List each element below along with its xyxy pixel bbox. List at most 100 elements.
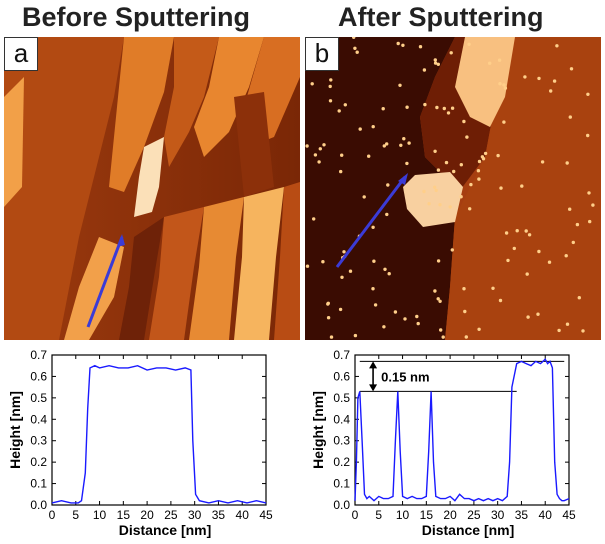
x-tick-label: 0: [352, 508, 359, 522]
adatom-dot: [305, 264, 310, 268]
y-tick-label: 0.5: [333, 391, 350, 405]
adatom-dot: [497, 58, 502, 62]
adatom-dot: [444, 160, 449, 165]
adatom-dot: [502, 83, 506, 87]
adatom-dot: [321, 260, 325, 264]
adatom-dot: [448, 205, 452, 209]
adatom-dot: [498, 82, 502, 86]
adatom-dot: [328, 84, 332, 89]
scan-line-arrow: [335, 176, 407, 268]
y-axis-label: Height [nm]: [310, 391, 326, 469]
adatom-dot: [438, 299, 442, 303]
adatom-dot: [407, 141, 411, 145]
adatom-dot: [496, 153, 500, 158]
adatom-dot: [520, 184, 524, 188]
adatom-dot: [433, 289, 437, 293]
adatom-dot: [313, 153, 318, 157]
adatom-dot: [415, 314, 419, 319]
adatom-dot: [503, 86, 508, 90]
adatom-dot: [499, 186, 503, 190]
adatom-dot: [450, 248, 454, 252]
adatom-dot: [343, 103, 347, 107]
adatom-dot: [469, 182, 473, 187]
adatom-dot: [586, 92, 590, 96]
adatom-dot: [477, 177, 481, 181]
adatom-dot: [433, 149, 437, 153]
x-tick-label: 15: [117, 508, 131, 522]
arrow-up-icon: [369, 361, 378, 369]
y-tick-label: 0.6: [30, 369, 47, 383]
stm-image-before: a: [4, 37, 300, 340]
adatom-dot: [540, 160, 545, 164]
arrow-down-icon: [369, 384, 378, 392]
y-tick-label: 0.7: [30, 348, 47, 362]
stm-terraces-before: [4, 37, 300, 340]
adatom-dot: [310, 82, 314, 86]
y-axis-label: Height [nm]: [7, 391, 23, 469]
adatom-dot: [452, 169, 456, 174]
adatom-dot: [326, 302, 330, 306]
adatom-dot: [433, 61, 438, 65]
adatom-dot: [382, 144, 386, 148]
adatom-dot: [587, 191, 591, 195]
y-tick-label: 0.5: [30, 391, 47, 405]
adatom-dots: [305, 37, 595, 339]
adatom-dot: [462, 287, 466, 291]
adatom-dot: [547, 260, 552, 264]
adatom-dot: [498, 298, 503, 303]
panel-a-label: a: [4, 37, 38, 71]
adatom-dot: [433, 58, 437, 62]
adatom-dot: [537, 76, 541, 81]
arrow-head-icon: [117, 234, 125, 247]
x-tick-label: 0: [49, 508, 56, 522]
adatom-dot: [340, 275, 344, 279]
adatom-dot: [438, 203, 442, 207]
adatom-dot: [338, 307, 343, 312]
adatom-dot: [436, 62, 440, 66]
adatom-dot: [527, 233, 532, 237]
adatom-dot: [326, 316, 331, 320]
adatom-dot: [465, 135, 469, 139]
adatom-dot: [387, 272, 391, 276]
adatom-dot: [537, 249, 541, 254]
y-tick-label: 0.3: [30, 434, 47, 448]
adatom-dot: [362, 195, 366, 199]
adatom-dot: [591, 203, 595, 207]
stm-terraces-after: [305, 37, 601, 340]
adatom-dot: [555, 44, 559, 48]
adatom-dot: [385, 212, 389, 217]
adatom-dot: [434, 188, 438, 193]
adatom-dot: [441, 335, 445, 339]
adatom-dot: [399, 143, 403, 147]
y-tick-label: 0.4: [333, 412, 350, 426]
adatom-dot: [322, 143, 326, 147]
adatom-dot: [401, 43, 405, 47]
adatom-dot: [355, 50, 359, 54]
x-tick-label: 25: [164, 508, 178, 522]
panel-a-title: Before Sputtering: [22, 2, 251, 32]
adatom-dot: [328, 99, 333, 103]
adatom-dot: [565, 161, 569, 165]
adatom-dot: [491, 286, 495, 290]
adatom-dot: [502, 120, 506, 124]
adatom-dot: [450, 106, 455, 110]
profile-line: [354, 358, 570, 502]
adatom-dot: [526, 315, 530, 319]
adatom-dot: [337, 109, 341, 113]
adatom-dot: [464, 335, 468, 339]
adatom-dot: [512, 246, 516, 251]
x-tick-label: 40: [539, 508, 553, 522]
adatom-dot: [588, 219, 592, 224]
y-tick-label: 0.2: [333, 455, 350, 469]
scan-line-arrow: [86, 236, 124, 328]
adatom-dot: [477, 327, 481, 331]
adatom-dot: [405, 105, 409, 109]
x-tick-label: 35: [212, 508, 226, 522]
adatom-dot: [504, 231, 509, 235]
adatom-dot: [398, 83, 402, 87]
adatom-dot: [371, 225, 375, 229]
adatom-dot: [459, 163, 463, 167]
adatom-dot: [318, 147, 322, 151]
height-profile-before: 0 5 10 15 20 25 30 35 40 45 0.0 0.1 0.2 0.3 0.4 0.5 0.6 0…: [7, 348, 273, 538]
adatom-dot: [348, 269, 353, 273]
